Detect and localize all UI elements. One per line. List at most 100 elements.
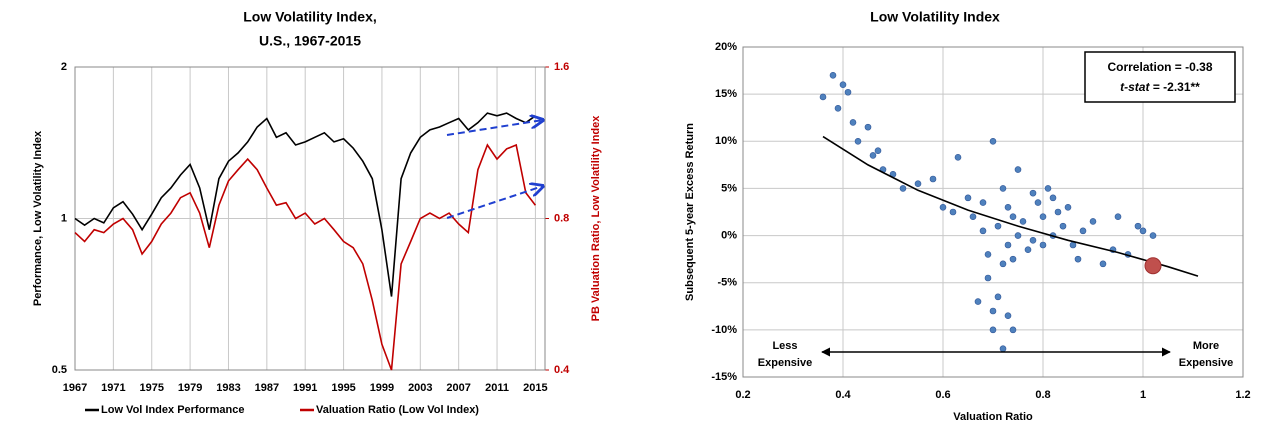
scatter-point xyxy=(1004,312,1012,320)
scatter-point xyxy=(1029,189,1037,197)
x-tick-label: 1975 xyxy=(139,382,163,394)
scatter-point xyxy=(929,175,937,183)
x-tick-label: 1999 xyxy=(370,382,394,394)
scatter-point xyxy=(1099,260,1107,268)
scatter-point xyxy=(1059,222,1067,230)
scatter-point xyxy=(844,88,852,96)
x-tick-label: 1983 xyxy=(216,382,240,394)
more-expensive-note: Expensive xyxy=(1179,357,1233,369)
y-tick-label: -10% xyxy=(711,324,737,336)
x-tick-label: 0.2 xyxy=(735,389,750,401)
scatter-point xyxy=(1019,218,1027,225)
annotation-arrow xyxy=(446,120,543,136)
scatter-point xyxy=(999,260,1007,268)
scatter-point xyxy=(1044,185,1052,192)
scatter-point xyxy=(1134,222,1142,230)
scatter-point xyxy=(954,154,962,161)
x-tick-label: 1971 xyxy=(101,382,125,394)
y-axis-label: Performance, Low Volatility Index xyxy=(32,130,44,306)
scatter-point xyxy=(994,293,1002,301)
scatter-point xyxy=(994,222,1002,230)
y2-tick-label: 1.6 xyxy=(554,61,569,73)
more-expensive-note: More xyxy=(1193,340,1219,352)
x-tick-label: 2011 xyxy=(485,382,509,394)
scatter-point xyxy=(1049,194,1057,202)
annotation-arrow xyxy=(446,186,543,219)
scatter-point xyxy=(1054,208,1062,216)
scatter-point xyxy=(989,137,997,145)
scatter-point xyxy=(989,326,997,334)
x-axis-label: Valuation Ratio xyxy=(953,411,1033,423)
scatter-point xyxy=(869,152,877,159)
x-tick-label: 1967 xyxy=(63,382,87,394)
scatter-point xyxy=(1074,255,1082,263)
highlight-point xyxy=(1144,257,1162,275)
less-expensive-note: Expensive xyxy=(758,357,812,369)
scatter-point xyxy=(819,93,827,101)
data-line xyxy=(74,143,537,371)
scatter-point xyxy=(989,307,997,315)
chart-title: U.S., 1967-2015 xyxy=(259,33,361,49)
y-tick-label: 20% xyxy=(715,41,737,53)
scatter-point xyxy=(969,213,977,221)
y-tick-label: 2 xyxy=(61,61,67,73)
x-tick-label: 2007 xyxy=(446,382,470,394)
scatter-point xyxy=(1009,213,1017,221)
data-line xyxy=(74,112,536,297)
scatter-point xyxy=(974,298,982,305)
plot-frame xyxy=(742,46,1244,378)
x-tick-label: 0.6 xyxy=(935,389,950,401)
scatter-point xyxy=(1139,227,1147,235)
y2-tick-label: 0.4 xyxy=(554,364,570,376)
y-axis-label: Subsequent 5-year Excess Return xyxy=(684,123,696,301)
x-tick-label: 1991 xyxy=(293,382,317,394)
x-tick-label: 0.4 xyxy=(835,389,851,401)
scatter-point xyxy=(1064,203,1072,211)
scatter-point xyxy=(939,203,947,211)
scatter-point xyxy=(984,274,992,282)
stats-box xyxy=(1084,51,1236,103)
scatter-point xyxy=(839,81,847,89)
y-tick-label: 0% xyxy=(721,229,737,241)
scatter-point xyxy=(1029,236,1037,244)
x-tick-label: 1995 xyxy=(331,382,355,394)
scatter-point xyxy=(1089,218,1097,225)
scatter-point xyxy=(1014,166,1022,173)
scatter-point xyxy=(1004,241,1012,249)
y-tick-label: 5% xyxy=(721,182,737,194)
scatter-point xyxy=(1079,227,1087,235)
x-tick-label: 2003 xyxy=(408,382,432,394)
x-tick-label: 2015 xyxy=(523,382,547,394)
y-tick-label: -15% xyxy=(711,371,737,383)
scatter-point xyxy=(999,345,1007,353)
chart-title: Low Volatility Index, xyxy=(243,9,377,25)
scatter-point xyxy=(914,180,922,188)
tstat-text: t-stat = -2.31** xyxy=(1120,80,1200,94)
y-tick-label: 1 xyxy=(61,212,67,224)
x-tick-label: 1 xyxy=(1140,389,1146,401)
scatter-point xyxy=(979,199,987,206)
x-tick-label: 1979 xyxy=(178,382,202,394)
scatter-point xyxy=(979,227,987,235)
scatter-point xyxy=(864,123,872,131)
scatter-point xyxy=(1024,246,1032,254)
tstat-label: t-stat xyxy=(1120,80,1150,94)
y-tick-label: 15% xyxy=(715,88,737,100)
scatter-point xyxy=(1009,255,1017,263)
scatter-point xyxy=(874,147,882,155)
scatter-point xyxy=(834,104,842,112)
scatter-point xyxy=(1149,232,1157,239)
scatter-point xyxy=(899,185,907,192)
scatter-point xyxy=(999,185,1007,192)
correlation-text: Correlation = -0.38 xyxy=(1107,60,1212,74)
x-tick-label: 1987 xyxy=(255,382,279,394)
tstat-value: = -2.31** xyxy=(1149,80,1200,94)
y2-axis-label: PB Valuation Ratio, Low Volatility Index xyxy=(590,115,602,322)
scatter-point xyxy=(849,119,857,126)
legend-label: Low Vol Index Performance xyxy=(101,404,244,416)
scatter-point xyxy=(1039,241,1047,249)
scatter-point xyxy=(1009,326,1017,334)
scatter-point xyxy=(829,71,837,79)
